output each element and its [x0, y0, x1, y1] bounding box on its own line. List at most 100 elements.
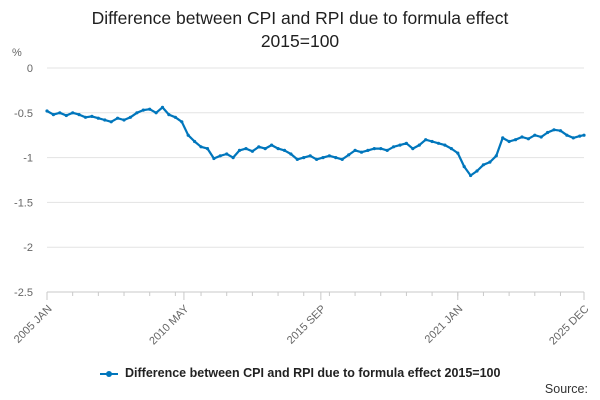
data-point[interactable]: [321, 156, 325, 160]
data-point[interactable]: [565, 133, 569, 137]
data-point[interactable]: [289, 152, 293, 156]
data-point[interactable]: [372, 147, 376, 151]
data-point[interactable]: [546, 130, 550, 135]
data-point[interactable]: [77, 113, 81, 117]
data-point[interactable]: [231, 156, 235, 160]
data-point[interactable]: [154, 111, 158, 115]
data-point[interactable]: [366, 148, 370, 152]
data-point[interactable]: [533, 133, 537, 137]
data-point[interactable]: [282, 148, 287, 152]
data-point[interactable]: [404, 141, 408, 145]
data-point[interactable]: [128, 115, 132, 119]
data-point[interactable]: [302, 156, 306, 160]
data-point[interactable]: [212, 156, 216, 161]
y-tick-label: 0: [27, 63, 33, 75]
data-point[interactable]: [141, 108, 145, 112]
data-point[interactable]: [417, 143, 421, 147]
data-point[interactable]: [237, 148, 242, 152]
gridlines: [47, 67, 584, 293]
data-point[interactable]: [501, 136, 505, 140]
data-point[interactable]: [392, 145, 396, 149]
data-point[interactable]: [353, 148, 357, 152]
data-point[interactable]: [526, 137, 531, 141]
data-point[interactable]: [315, 157, 319, 161]
x-tick-label: 2025 DEC: [547, 303, 591, 347]
data-point[interactable]: [257, 145, 261, 149]
data-point[interactable]: [340, 157, 344, 161]
data-point[interactable]: [469, 173, 473, 178]
data-point[interactable]: [180, 120, 184, 124]
data-point[interactable]: [520, 135, 524, 139]
data-point[interactable]: [507, 139, 511, 144]
data-point[interactable]: [160, 105, 165, 109]
data-point[interactable]: [96, 116, 100, 120]
data-point[interactable]: [276, 147, 280, 151]
data-point[interactable]: [45, 109, 49, 113]
data-point[interactable]: [571, 136, 575, 140]
legend-swatch-icon: [99, 369, 118, 379]
chart-title-line-2: 2015=100: [260, 31, 340, 51]
data-point[interactable]: [334, 156, 338, 160]
data-point[interactable]: [481, 163, 485, 167]
data-point[interactable]: [379, 147, 383, 151]
x-tick-label: 2010 MAY: [147, 303, 192, 348]
data-point[interactable]: [186, 133, 190, 137]
data-point[interactable]: [411, 147, 415, 151]
data-point[interactable]: [308, 154, 312, 158]
data-point[interactable]: [116, 116, 120, 120]
data-point[interactable]: [552, 128, 556, 132]
data-point[interactable]: [58, 111, 62, 115]
data-point[interactable]: [193, 139, 197, 144]
data-point[interactable]: [558, 129, 563, 133]
data-point[interactable]: [488, 160, 492, 164]
data-point[interactable]: [398, 143, 402, 147]
series-line: [46, 106, 585, 177]
data-point[interactable]: [90, 114, 94, 118]
y-tick-label: -1.5: [14, 197, 33, 209]
data-point[interactable]: [443, 143, 447, 147]
data-point[interactable]: [475, 169, 479, 173]
x-tick-label: 2021 JAN: [423, 303, 466, 346]
data-point[interactable]: [167, 113, 171, 117]
data-point[interactable]: [327, 154, 331, 158]
data-point[interactable]: [71, 111, 75, 115]
legend-label: Difference between CPI and RPI due to fo…: [125, 366, 501, 380]
data-point[interactable]: [449, 147, 453, 151]
y-tick-label: -0.5: [14, 108, 33, 120]
data-point[interactable]: [205, 147, 210, 151]
data-point[interactable]: [199, 145, 203, 149]
data-point[interactable]: [122, 118, 126, 122]
data-point[interactable]: [295, 157, 299, 161]
data-point[interactable]: [218, 154, 222, 158]
source-label: Source:: [544, 382, 588, 396]
data-point[interactable]: [263, 147, 267, 151]
data-point[interactable]: [359, 150, 364, 154]
data-point[interactable]: [64, 113, 68, 118]
data-point[interactable]: [347, 153, 351, 157]
data-point[interactable]: [173, 115, 177, 119]
data-point[interactable]: [270, 143, 274, 147]
data-point[interactable]: [494, 154, 498, 158]
data-point[interactable]: [539, 135, 543, 139]
data-point[interactable]: [424, 138, 428, 142]
data-point[interactable]: [103, 118, 107, 122]
data-point[interactable]: [513, 138, 518, 142]
data-point[interactable]: [51, 113, 56, 117]
data-point[interactable]: [582, 133, 586, 137]
data-point[interactable]: [250, 149, 254, 153]
data-point[interactable]: [385, 148, 389, 152]
data-point[interactable]: [456, 151, 460, 155]
data-point[interactable]: [109, 120, 113, 124]
x-tick-label: 2005 JAN: [12, 303, 55, 346]
data-point[interactable]: [462, 165, 466, 169]
data-point[interactable]: [148, 107, 152, 111]
data-point[interactable]: [430, 139, 434, 144]
series-group: [45, 105, 586, 178]
data-point[interactable]: [244, 147, 248, 151]
data-point[interactable]: [436, 141, 441, 145]
data-point[interactable]: [225, 152, 229, 156]
data-point[interactable]: [83, 115, 88, 119]
legend[interactable]: Difference between CPI and RPI due to fo…: [0, 366, 600, 380]
data-point[interactable]: [578, 134, 582, 138]
data-point[interactable]: [135, 111, 139, 115]
